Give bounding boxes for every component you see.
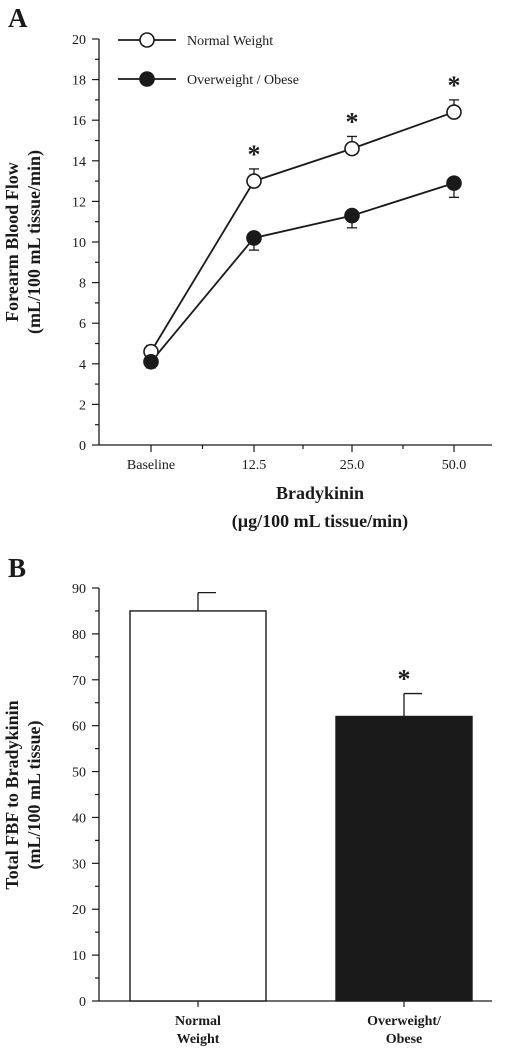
panel-a-point-normal-weight: [344, 140, 360, 157]
panel-a-y-tick-label: 18: [72, 74, 86, 89]
panel-b-y-tick-label: 50: [72, 766, 86, 781]
panel-a-point-overweight-obese: [246, 230, 262, 246]
panel-b-y-axis-unit: (mL/100 mL tissue): [24, 720, 45, 869]
panel-b-category-labels: Normal Weight Overweight/Obese: [175, 1001, 442, 1047]
panel-a-x-tick-label: 50.0: [442, 458, 467, 473]
panel-a-y-axis-title: Forearm Blood Flow: [2, 162, 22, 322]
panel-a-series-line-overweight-obese: [150, 182, 455, 363]
panel-b-bar-chart: B 0 10 20 30 40 50 60 70 80 90 Total FBF to Brady…: [2, 553, 492, 1047]
panel-a-point-normal-weight: [446, 104, 462, 120]
panel-b-category-label: Overweight/: [367, 1014, 442, 1029]
panel-b-significance-asterisk: *: [398, 665, 411, 694]
panel-a-point-overweight-obese: [446, 175, 462, 191]
panel-a-y-tick-label: 14: [72, 155, 86, 170]
panel-a-significance-marks: * * *: [248, 71, 461, 169]
panel-a-x-tick-label: 12.5: [242, 458, 267, 473]
panel-a-y-tick-label: 10: [72, 236, 86, 251]
legend-normal-weight-label: Normal Weight: [187, 34, 273, 49]
panel-a-significance-asterisk: *: [248, 140, 261, 169]
legend-overweight-obese-label: Overweight / Obese: [187, 73, 299, 88]
panel-b-category-label: Normal: [175, 1014, 221, 1029]
legend-normal-weight-marker: [139, 32, 155, 48]
panel-a-significance-asterisk: *: [346, 107, 359, 136]
panel-a-y-axis-unit: (mL/100 mL tissue/min): [24, 150, 45, 334]
panel-a-x-tick-label: Baseline: [127, 458, 175, 473]
panel-a-series-lines: [150, 111, 455, 363]
panel-b-y-tick-label: 60: [72, 720, 86, 735]
panel-b-bar: [129, 610, 267, 1002]
panel-b-bars: [129, 610, 473, 1002]
panel-a-series-line-normal-weight: [150, 111, 455, 353]
panel-b-error-bars: [197, 591, 422, 717]
panel-a-y-tick-label: 6: [79, 317, 86, 332]
panel-a-x-tick-label: 25.0: [340, 458, 365, 473]
panel-b-label: B: [8, 553, 26, 583]
panel-a-y-tick-label: 12: [72, 195, 86, 210]
panel-a-data-points: [143, 104, 462, 370]
panel-a-y-tick-label: 8: [79, 277, 86, 292]
panel-a-y-tick-label: 4: [79, 358, 86, 373]
panel-b-y-tick-label: 20: [72, 903, 86, 918]
panel-a-y-tick-label: 16: [72, 114, 86, 129]
panel-a-line-chart: A 0 2 4 6 8 10 12 14 16 18 20 Baseline 12.5 25.0 50.0…: [2, 3, 492, 532]
panel-b-y-tick-label: 90: [72, 582, 86, 597]
panel-a-legend: Normal Weight Overweight / Obese: [118, 32, 299, 88]
panel-a-point-overweight-obese: [143, 353, 159, 370]
panel-a-label: A: [8, 3, 28, 33]
panel-b-y-tick-label: 10: [72, 949, 86, 964]
panel-b-y-tick-label: 80: [72, 628, 86, 643]
panel-b-y-tick-label: 70: [72, 674, 86, 689]
panel-b-significance-marks: *: [398, 665, 411, 694]
panel-a-x-axis-title: Bradykinin: [276, 483, 364, 503]
panel-a-x-axis-unit: (µg/100 mL tissue/min): [232, 511, 408, 532]
panel-a-error-bars: [146, 99, 459, 369]
panel-a-y-ticks: 0 2 4 6 8 10 12 14 16 18 20: [72, 33, 99, 454]
panel-b-y-tick-label: 30: [72, 857, 86, 872]
panel-a-x-ticks: Baseline 12.5 25.0 50.0: [127, 445, 466, 473]
panel-b-y-tick-label: 0: [79, 995, 86, 1010]
panel-a-significance-asterisk: *: [448, 71, 461, 100]
panel-b-y-axis-title: Total FBF to Bradykinin: [2, 700, 22, 889]
legend-overweight-obese-marker: [139, 71, 155, 87]
panel-b-category-label: Obese: [386, 1032, 423, 1047]
panel-a-y-tick-label: 2: [79, 398, 86, 413]
panel-a-point-normal-weight: [246, 173, 262, 189]
panel-b-bar: [335, 715, 473, 1002]
panel-b-y-ticks: 0 10 20 30 40 50 60 70 80 90: [72, 582, 99, 1010]
panel-a-point-overweight-obese: [344, 207, 360, 224]
panel-b-y-tick-label: 40: [72, 811, 86, 826]
panel-a-y-tick-label: 20: [72, 33, 86, 48]
panel-b-category-label: Weight: [177, 1032, 220, 1047]
panel-a-y-tick-label: 0: [79, 439, 86, 454]
